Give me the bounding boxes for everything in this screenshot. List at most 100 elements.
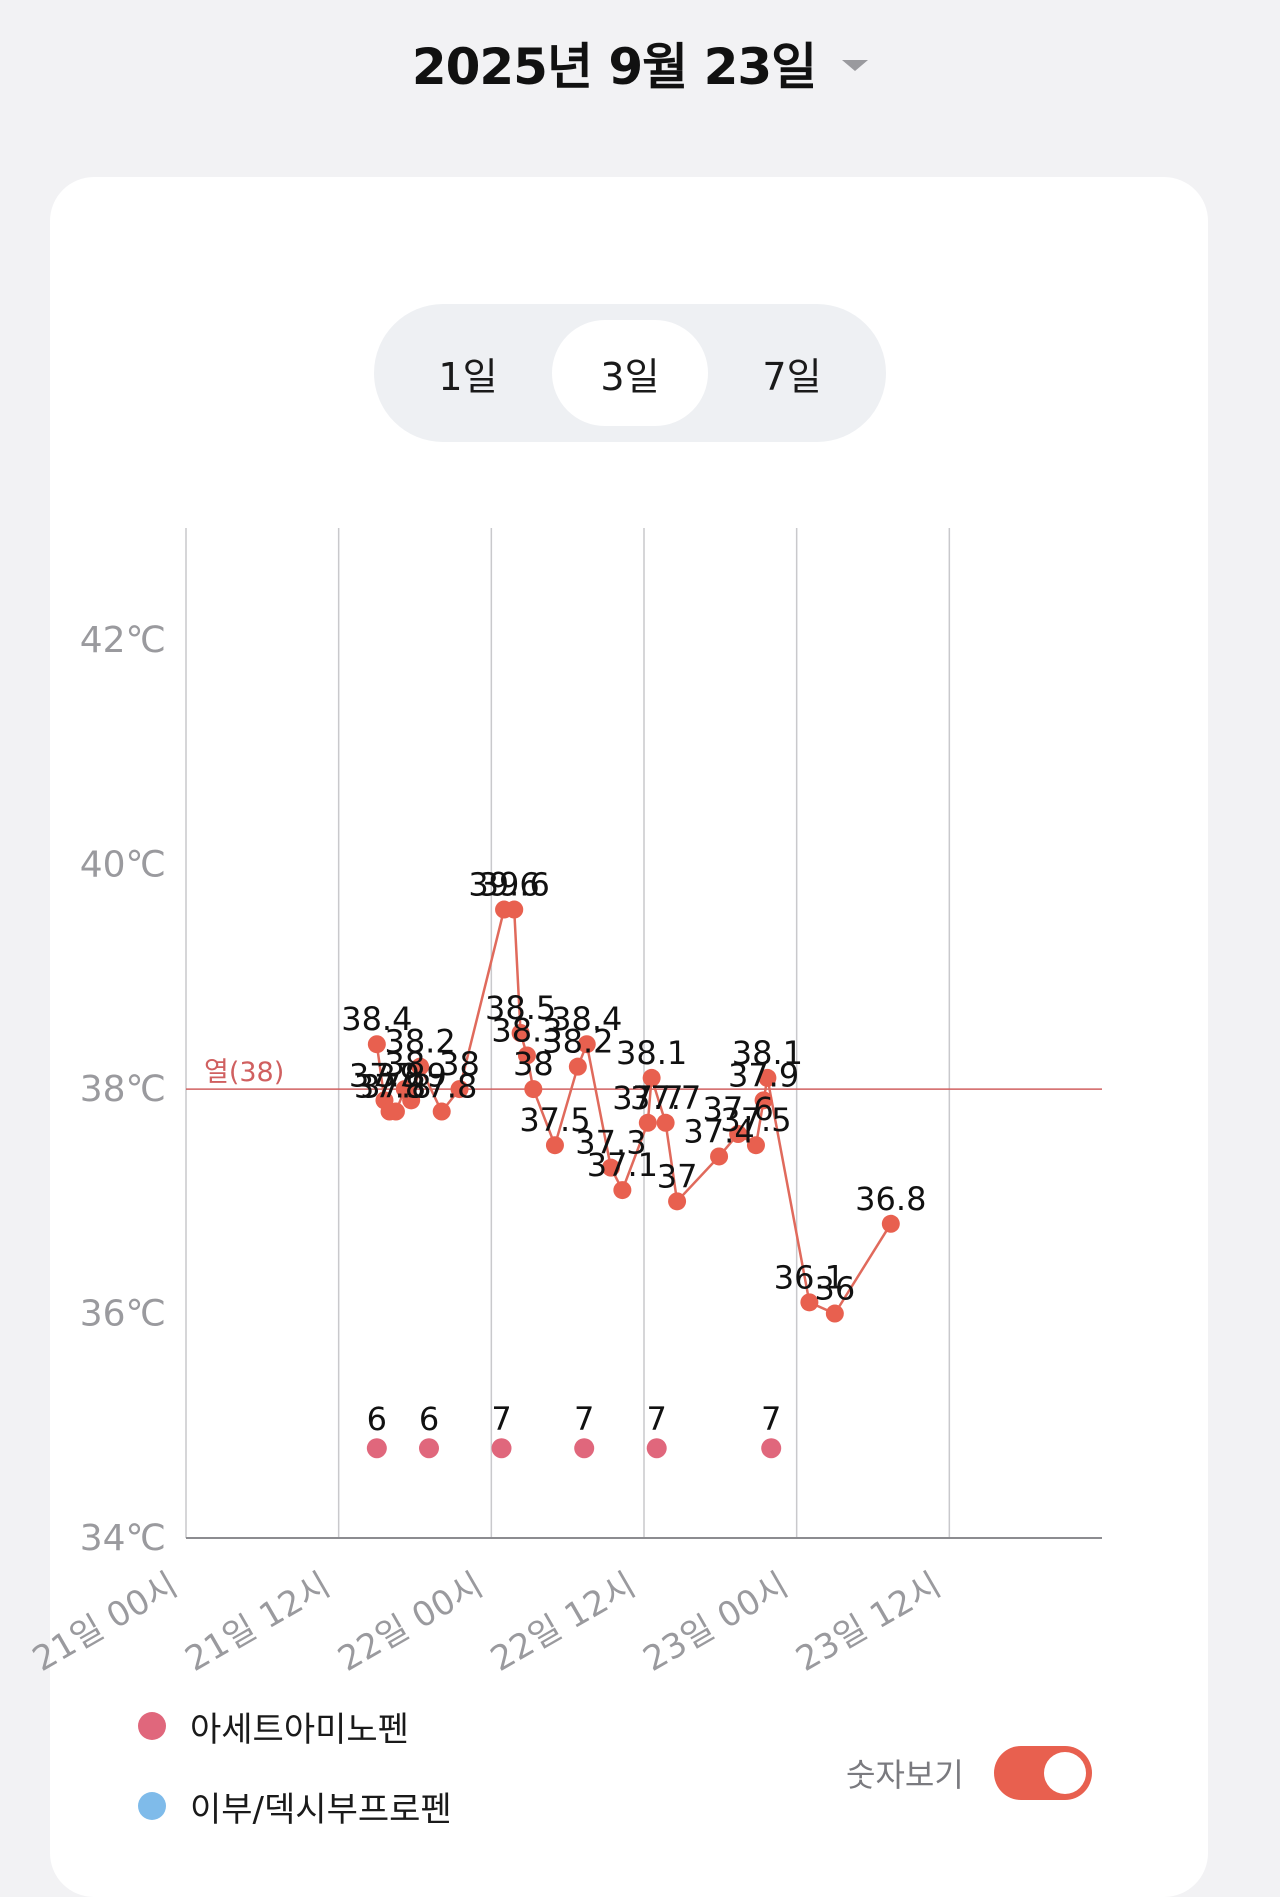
x-tick-label: 21일 00시 — [26, 1565, 184, 1680]
temperature-point — [367, 1035, 386, 1054]
temperature-value-label: 37.8 — [406, 1068, 477, 1106]
temperature-point — [656, 1113, 675, 1132]
temperature-value-label: 38.5 — [485, 989, 556, 1027]
medication-dose-label: 7 — [574, 1400, 594, 1438]
temperature-value-label: 37.8 — [354, 1068, 425, 1106]
temperature-value-label: 36 — [814, 1270, 855, 1308]
x-tick-label: 21일 12시 — [179, 1565, 337, 1680]
temperature-point — [402, 1091, 421, 1110]
legend: 아세트아미노펜 이부/덱시부프로펜 — [138, 1706, 452, 1866]
temperature-point — [601, 1158, 620, 1177]
temperature-point — [758, 1068, 777, 1087]
temperature-value-label: 37.3 — [575, 1124, 646, 1162]
date-title: 2025년 9월 23일 — [411, 38, 817, 96]
acetaminophen-dot-icon — [138, 1712, 166, 1740]
tab-3-day[interactable]: 3일 — [552, 320, 708, 426]
temperature-point — [517, 1046, 536, 1065]
medication-dose-label: 6 — [367, 1400, 387, 1438]
temperature-point — [710, 1147, 729, 1166]
temperature-value-label: 39.6 — [479, 866, 550, 904]
temperature-value-label: 38.2 — [384, 1023, 455, 1061]
temperature-value-label: 37.5 — [720, 1101, 791, 1139]
fever-threshold-label: 열(38) — [204, 1057, 284, 1088]
temperature-value-label: 37.7 — [630, 1079, 701, 1117]
legend-item-acetaminophen: 아세트아미노펜 — [138, 1706, 452, 1750]
range-segmented-control: 1일 3일 7일 — [374, 304, 886, 442]
temperature-value-label: 38.4 — [551, 1000, 622, 1038]
caret-down-icon[interactable] — [842, 59, 869, 71]
medication-dose-label: 7 — [647, 1400, 667, 1438]
temperature-value-label: 38.4 — [341, 1000, 412, 1038]
temperature-value-label: 37.9 — [376, 1056, 447, 1094]
temperature-point — [411, 1057, 430, 1076]
medication-point — [366, 1438, 387, 1459]
chart-card — [50, 177, 1208, 1897]
temperature-value-label: 37 — [657, 1157, 698, 1195]
medication-point — [491, 1438, 512, 1459]
legend-label-acetaminophen: 아세트아미노펜 — [190, 1709, 409, 1750]
temperature-value-label: 37.9 — [728, 1056, 799, 1094]
temperature-value-label: 38.3 — [491, 1011, 562, 1049]
temperature-value-label: 38 — [384, 1045, 425, 1083]
medication-point — [646, 1438, 667, 1459]
temperature-value-label: 38 — [439, 1045, 480, 1083]
temperature-point — [568, 1057, 587, 1076]
medication-point — [761, 1438, 782, 1459]
temperature-value-label: 38.1 — [732, 1034, 803, 1072]
ibuprofen-dot-icon — [138, 1792, 166, 1820]
temperature-point — [642, 1068, 661, 1087]
temperature-value-label: 37.4 — [683, 1112, 754, 1150]
tab-1-day[interactable]: 1일 — [438, 354, 498, 399]
temperature-point — [668, 1192, 687, 1211]
temperature-value-label: 38.1 — [616, 1034, 687, 1072]
temperature-point — [800, 1293, 819, 1312]
number-toggle-group: 숫자보기 — [846, 1746, 1092, 1800]
y-tick-label: 40℃ — [80, 845, 166, 886]
y-tick-label: 34℃ — [80, 1518, 166, 1559]
temperature-point — [825, 1304, 844, 1323]
temperature-point — [881, 1214, 900, 1233]
x-tick-label: 23일 12시 — [789, 1565, 947, 1680]
temperature-point — [386, 1102, 405, 1121]
legend-label-ibuprofen: 이부/덱시부프로펜 — [190, 1789, 452, 1830]
medication-point — [574, 1438, 595, 1459]
legend-item-ibuprofen: 이부/덱시부프로펜 — [138, 1786, 452, 1830]
temperature-point — [505, 900, 524, 919]
temperature-point — [729, 1125, 748, 1143]
medication-dose-label: 7 — [761, 1400, 781, 1438]
temperature-value-label: 38 — [513, 1045, 554, 1083]
temperature-value-label: 37.6 — [703, 1090, 774, 1128]
number-toggle-switch[interactable] — [993, 1746, 1092, 1800]
y-tick-label: 36℃ — [80, 1294, 166, 1335]
toggle-knob — [1043, 1752, 1086, 1794]
temperature-value-label: 37.7 — [612, 1079, 683, 1117]
temperature-value-label: 37.5 — [519, 1101, 590, 1139]
temperature-point — [638, 1113, 657, 1132]
temperature-point — [613, 1181, 632, 1200]
temperature-point — [754, 1091, 773, 1110]
y-tick-label: 38℃ — [80, 1069, 166, 1110]
temperature-value-label: 36.1 — [774, 1258, 845, 1296]
medication-dose-label: 7 — [491, 1400, 511, 1438]
x-tick-label: 23일 00시 — [637, 1565, 795, 1680]
temperature-value-label: 36.8 — [855, 1180, 926, 1218]
temperature-value-label: 37.8 — [360, 1068, 431, 1106]
temperature-point — [450, 1080, 469, 1099]
temperature-point — [545, 1136, 564, 1155]
tab-7-day[interactable]: 7일 — [762, 354, 822, 399]
temperature-point — [511, 1024, 530, 1042]
temperature-point — [432, 1102, 451, 1121]
medication-dose-label: 6 — [419, 1400, 439, 1438]
number-toggle-label: 숫자보기 — [846, 1756, 964, 1794]
x-tick-label: 22일 00시 — [331, 1565, 489, 1680]
temperature-value-label: 38.2 — [542, 1023, 613, 1061]
temperature-point — [746, 1136, 765, 1155]
temperature-point — [524, 1080, 543, 1099]
medication-point — [418, 1438, 439, 1459]
temperature-value-label: 39.6 — [468, 866, 539, 904]
date-header[interactable]: 2025년 9월 23일 — [0, 30, 1280, 96]
y-tick-label: 42℃ — [80, 620, 166, 661]
temperature-value-label: 37.1 — [587, 1146, 658, 1184]
x-tick-label: 22일 12시 — [484, 1565, 642, 1680]
